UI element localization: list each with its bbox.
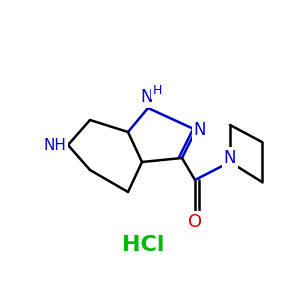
Text: N: N: [194, 121, 206, 139]
Text: H: H: [152, 85, 162, 98]
Text: NH: NH: [44, 137, 66, 152]
Text: O: O: [188, 213, 202, 231]
Text: N: N: [224, 149, 236, 167]
Text: N: N: [141, 88, 153, 106]
Text: HCl: HCl: [122, 235, 164, 255]
